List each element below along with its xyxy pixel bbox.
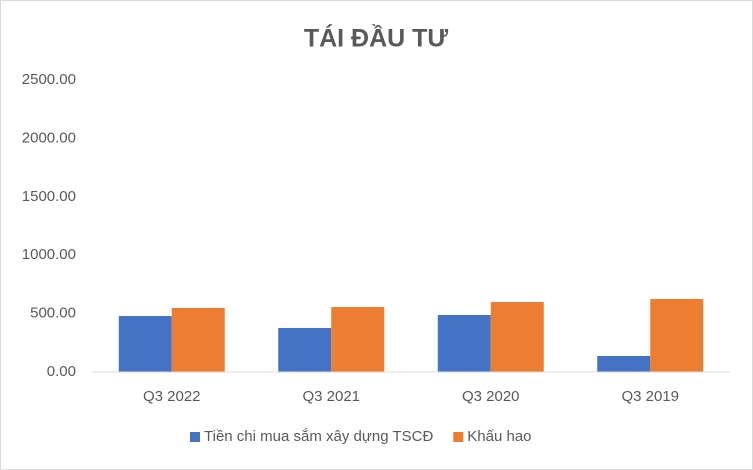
bar xyxy=(490,302,544,372)
bar xyxy=(171,307,225,372)
y-tick-label: 500.00 xyxy=(30,305,76,322)
legend-swatch xyxy=(190,432,200,442)
y-tick-label: 1000.00 xyxy=(22,246,76,263)
bar xyxy=(278,327,332,372)
bar xyxy=(597,355,651,372)
bar xyxy=(437,315,491,372)
y-tick-label: 2500.00 xyxy=(22,71,76,88)
x-tick-label: Q3 2021 xyxy=(302,388,360,405)
x-tick-label: Q3 2020 xyxy=(462,388,520,405)
legend-label: Khấu hao xyxy=(467,428,531,445)
y-tick-label: 0.00 xyxy=(47,363,76,380)
x-tick-label: Q3 2022 xyxy=(143,388,201,405)
x-tick-label: Q3 2019 xyxy=(621,388,679,405)
chart-title: TÁI ĐẦU TƯ xyxy=(304,24,449,53)
bar xyxy=(118,316,172,372)
bar xyxy=(331,307,385,372)
legend-label: Tiền chi mua sắm xây dựng TSCĐ xyxy=(204,428,433,445)
y-tick-label: 1500.00 xyxy=(22,188,76,205)
legend-swatch xyxy=(453,432,464,442)
y-tick-label: 2000.00 xyxy=(22,129,76,146)
bar xyxy=(650,299,704,372)
